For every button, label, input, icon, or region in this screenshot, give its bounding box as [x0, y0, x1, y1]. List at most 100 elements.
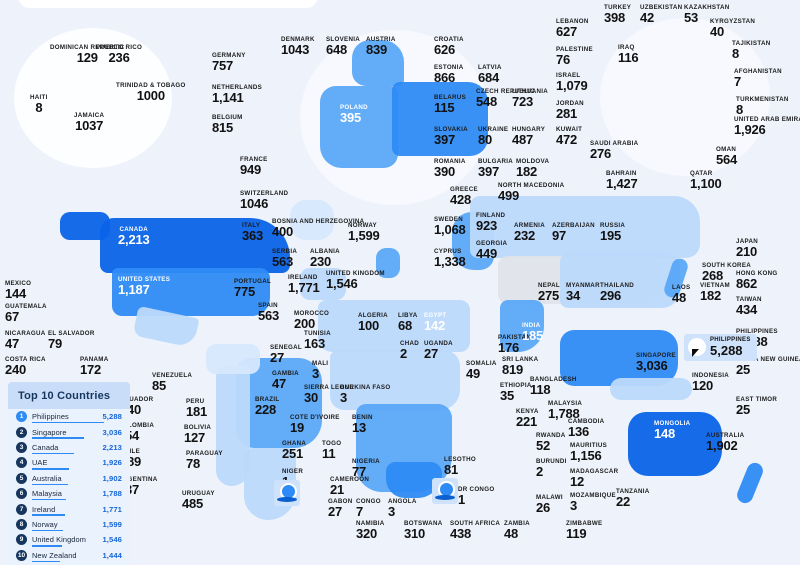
- label-nigeria: NIGERIA 77: [352, 458, 380, 479]
- rank-badge: 3: [16, 441, 27, 453]
- label-israel: ISRAEL 1,079: [556, 72, 588, 93]
- label-south-africa: SOUTH AFRICA 438: [450, 520, 501, 541]
- label-iraq: IRAQ 116: [618, 44, 639, 65]
- country-name: Australia: [32, 473, 62, 483]
- rank-badge: 1: [16, 411, 27, 423]
- country-name: Ireland: [32, 504, 56, 514]
- country-value: 1,902: [102, 473, 122, 483]
- label-mali: MALI 3: [312, 360, 329, 381]
- label-slovenia: SLOVENIA 648: [326, 36, 361, 57]
- label-ukraine: UKRAINE 80: [478, 126, 509, 147]
- label-netherlands: NETHERLANDS 1,141: [212, 84, 263, 105]
- philippines-callout[interactable]: PHILIPPINES 5,288: [684, 334, 757, 361]
- label-mozambique: MOZAMBIQUE 3: [570, 492, 616, 513]
- country-name: Singapore: [32, 427, 67, 437]
- label-malaysia: MALAYSIA 1,788: [548, 400, 583, 421]
- middleeast-inset-circle: [600, 18, 770, 176]
- country-name: Philippines: [32, 412, 69, 422]
- label-greece: GREECE 428: [450, 186, 478, 207]
- label-brazil: BRAZIL 228: [255, 396, 280, 417]
- country-name: United Kingdom: [32, 535, 86, 545]
- country-name: Norway: [32, 519, 58, 529]
- list-item[interactable]: 8 Norway 1,599: [8, 517, 130, 532]
- list-item[interactable]: 2 Singapore 3,036: [8, 424, 130, 439]
- list-item[interactable]: 10 New Zealand 1,444: [8, 548, 130, 563]
- label-gabon: GABON 27: [328, 498, 353, 519]
- label-angola: ANGOLA 3: [388, 498, 417, 519]
- label-norway: NORWAY 1,599: [348, 222, 380, 243]
- label-paraguay: PARAGUAY 78: [186, 450, 223, 471]
- country-value: 1,771: [102, 504, 122, 514]
- landmass-scandinavia: [352, 40, 404, 86]
- list-item[interactable]: 5 Australia 1,902: [8, 471, 130, 486]
- label-namibia: NAMIBIA 320: [356, 520, 385, 541]
- country-name: Malaysia: [32, 489, 62, 499]
- pin-base-icon: [435, 495, 455, 500]
- list-item[interactable]: 7 Ireland 1,771: [8, 501, 130, 516]
- label-algeria: ALGERIA 100: [358, 312, 388, 333]
- panel-title: Top 10 Countries: [8, 382, 130, 409]
- label-bulgaria: BULGARIA 397: [478, 158, 514, 179]
- label-qatar: QATAR 1,100: [690, 170, 722, 191]
- top-tab-decoration: [18, 0, 318, 8]
- label-gambia: GAMBIA 47: [272, 370, 299, 391]
- landmass-new-zealand: [734, 460, 766, 506]
- label-cambodia: CAMBODIA 136: [568, 418, 605, 439]
- row-underline: [32, 529, 63, 532]
- list-item[interactable]: 3 Canada 2,213: [8, 440, 130, 455]
- landmass-alaska: [60, 212, 110, 240]
- list-item[interactable]: 1 Philippines 5,288: [8, 409, 130, 424]
- list-item[interactable]: 9 United Kingdom 1,546: [8, 532, 130, 547]
- label-congo: CONGO 7: [356, 498, 381, 519]
- country-value: 1,926: [102, 458, 122, 468]
- label-lesotho: LESOTHO 81: [444, 456, 477, 477]
- landmass-north-africa: [318, 300, 470, 352]
- label-japan: SOUTH KOREA 268: [702, 262, 752, 283]
- label-uae: UNITED ARAB EMIRATES1,926: [734, 116, 800, 137]
- label-palestine: PALESTINE 76: [556, 46, 593, 67]
- label-mongolia: JAPAN 210: [736, 238, 759, 259]
- label-estonia: ESTONIA 866: [434, 64, 464, 85]
- label-tunisia: TUNISIA 163: [304, 330, 331, 351]
- label-south-korea: LAOS 48: [672, 284, 691, 305]
- label-tanzania: TANZANIA 22: [616, 488, 650, 509]
- list-item[interactable]: 4 UAE 1,926: [8, 455, 130, 470]
- row-underline: [32, 483, 68, 485]
- label-mauritius: MAURITIUS 1,156: [570, 442, 608, 463]
- label-cote-divoire: COTE D'IVOIRE 19: [290, 414, 340, 435]
- country-value: 2,213: [102, 442, 122, 452]
- landmass-china: [560, 252, 680, 308]
- country-value: 5,288: [102, 412, 122, 422]
- landmass-india: [500, 300, 544, 352]
- label-turkey: TURKEY 398: [604, 4, 632, 25]
- label-east-timor: EAST TIMOR 25: [736, 396, 778, 417]
- list-item[interactable]: 6 Malaysia 1,788: [8, 486, 130, 501]
- label-serbia: SERBIA 563: [272, 248, 298, 269]
- country-value: 1,444: [102, 550, 122, 560]
- label-albania: ALBANIA 230: [310, 248, 340, 269]
- label-pakistan: PAKISTAN 176: [498, 334, 532, 355]
- label-canada: CANADA 2,213: [118, 226, 150, 247]
- label-kazakhstan: KAZAKHSTAN 53: [684, 4, 730, 25]
- landmass-europe-west: [320, 86, 398, 168]
- label-kenya: KENYA 221: [516, 408, 539, 429]
- label-united-kingdom: UNITED KINGDOM 1,546: [326, 270, 385, 291]
- landmass-australia: [628, 412, 722, 476]
- country-name: New Zealand: [32, 550, 77, 560]
- label-bangladesh: BANGLADESH 118: [530, 376, 577, 397]
- label-vietnam: HONG KONG 862: [736, 270, 778, 291]
- label-panama: PANAMA 172: [80, 356, 109, 377]
- landmass-russia: [470, 196, 700, 258]
- label-burkina-faso: BURKINA FASO 3: [340, 384, 391, 405]
- label-guatemala: GUATEMALA 67: [5, 303, 47, 324]
- label-australia: MONGOLIA 148: [654, 420, 691, 441]
- row-underline: [32, 437, 84, 439]
- label-jamaica: JAMAICA 1037: [74, 112, 105, 133]
- label-new-zealand: AUSTRALIA 1,902: [706, 432, 745, 453]
- top-10-panel: Top 10 Countries 1 Philippines 5,288 2 S…: [8, 382, 130, 565]
- label-botswana: BOTSWANA 310: [404, 520, 443, 541]
- label-north-macedonia: NORTH MACEDONIA 499: [498, 182, 565, 203]
- label-hong-kong: TAIWAN 434: [736, 296, 762, 317]
- country-value: 1,788: [102, 489, 122, 499]
- label-belgium: BELGIUM 815: [212, 114, 243, 135]
